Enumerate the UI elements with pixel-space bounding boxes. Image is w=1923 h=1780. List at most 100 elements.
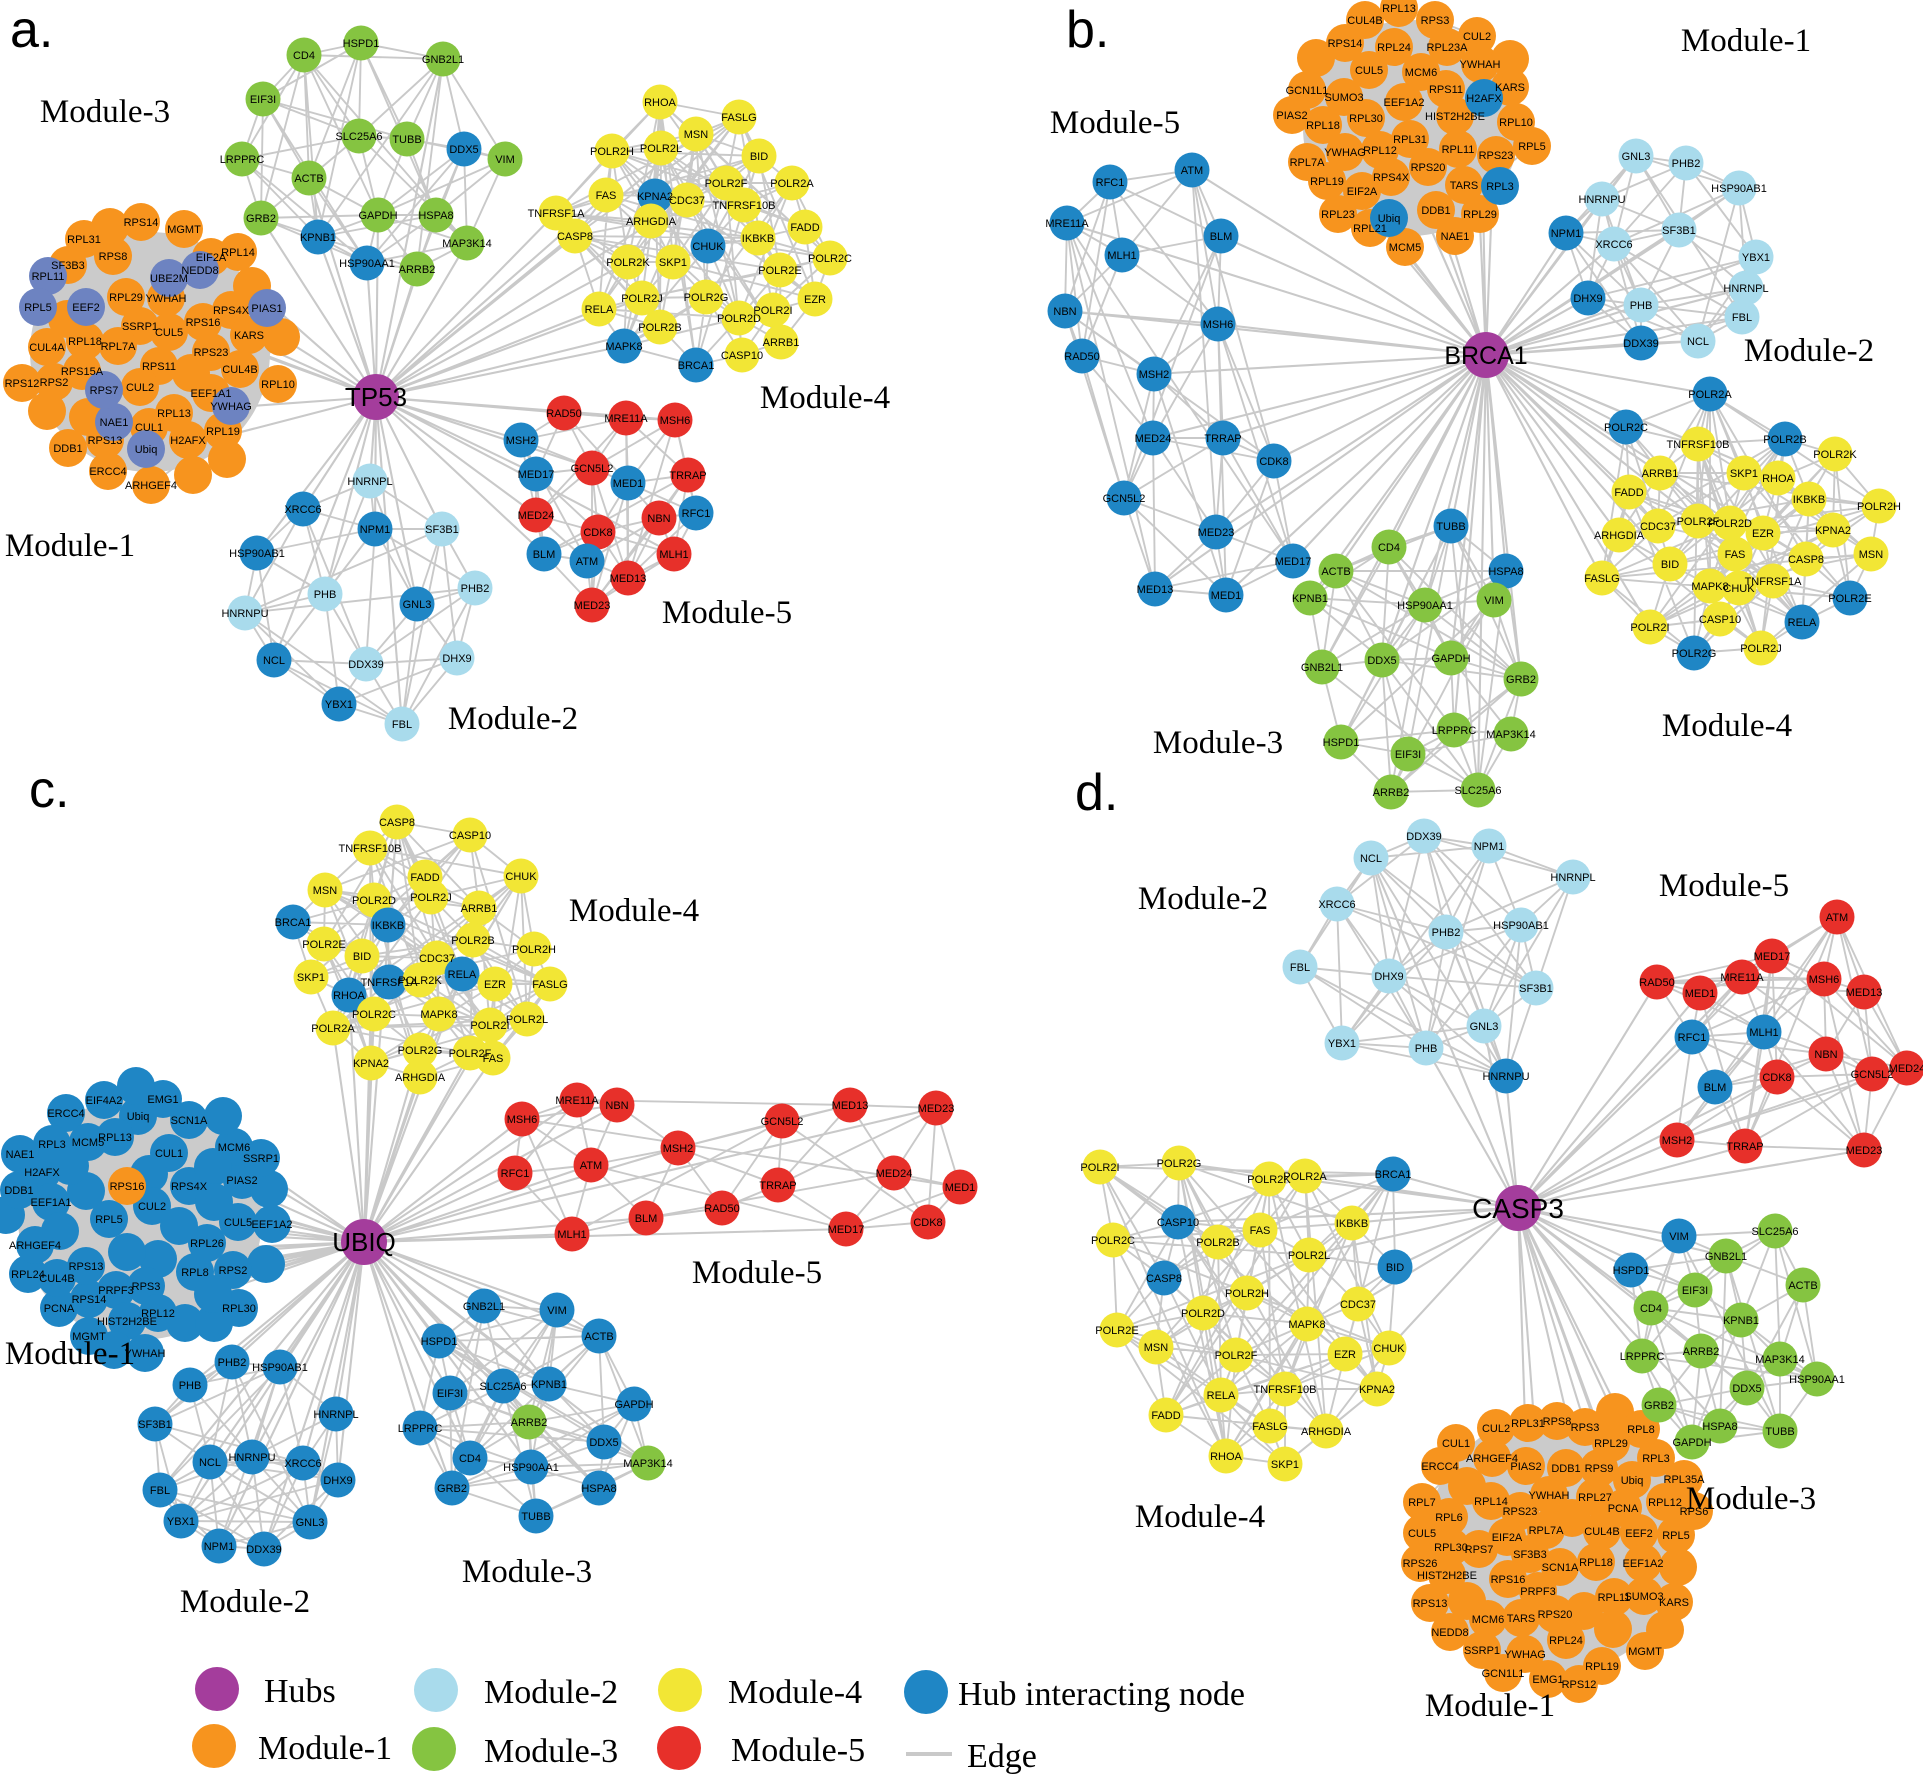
- svg-text:Module-4: Module-4: [728, 1674, 862, 1711]
- svg-text:GCN5L2: GCN5L2: [1851, 1069, 1894, 1081]
- svg-text:RPL3: RPL3: [38, 1139, 66, 1151]
- svg-text:RPS11: RPS11: [142, 361, 176, 373]
- svg-text:PIAS1: PIAS1: [251, 303, 282, 315]
- svg-text:SF3B1: SF3B1: [1519, 983, 1553, 995]
- svg-text:GCN5L2: GCN5L2: [1103, 493, 1146, 505]
- svg-text:TNFRSF10B: TNFRSF10B: [713, 200, 776, 212]
- svg-text:RPS8: RPS8: [99, 251, 128, 263]
- svg-text:Ubiq: Ubiq: [127, 1111, 150, 1123]
- svg-text:POLR2L: POLR2L: [1288, 1250, 1330, 1262]
- svg-text:RPL5: RPL5: [1518, 141, 1546, 153]
- svg-text:RPS11: RPS11: [1429, 84, 1463, 96]
- svg-text:GCN1L1: GCN1L1: [1482, 1668, 1525, 1680]
- svg-text:GAPDH: GAPDH: [358, 210, 397, 222]
- svg-text:POLR2J: POLR2J: [1740, 643, 1782, 655]
- svg-text:MLH1: MLH1: [557, 1229, 586, 1241]
- svg-text:Module-4: Module-4: [569, 893, 699, 929]
- svg-text:RPS20: RPS20: [1538, 1609, 1573, 1621]
- svg-text:HSPD1: HSPD1: [343, 38, 380, 50]
- svg-text:GAPDH: GAPDH: [614, 1399, 653, 1411]
- svg-text:POLR2G: POLR2G: [684, 292, 729, 304]
- svg-text:EIF3I: EIF3I: [250, 94, 276, 106]
- svg-text:NCL: NCL: [199, 1457, 221, 1469]
- svg-text:TARS: TARS: [1507, 1613, 1536, 1625]
- svg-text:ARHGDIA: ARHGDIA: [1594, 530, 1645, 542]
- svg-text:VIM: VIM: [547, 1305, 567, 1317]
- svg-text:MRE11A: MRE11A: [1045, 218, 1089, 230]
- svg-text:RPL3: RPL3: [1486, 181, 1514, 193]
- svg-text:DDX5: DDX5: [449, 144, 478, 156]
- svg-text:CUL4B: CUL4B: [1347, 15, 1382, 27]
- svg-text:CASP8: CASP8: [1146, 1273, 1182, 1285]
- svg-text:POLR2G: POLR2G: [1672, 648, 1717, 660]
- svg-text:CASP10: CASP10: [449, 830, 491, 842]
- svg-text:POLR2H: POLR2H: [1857, 501, 1901, 513]
- svg-text:SSRP1: SSRP1: [1464, 1645, 1500, 1657]
- svg-text:CDC37: CDC37: [1340, 1299, 1376, 1311]
- svg-text:MSH2: MSH2: [663, 1143, 694, 1155]
- svg-text:CUL1: CUL1: [135, 422, 163, 434]
- svg-text:Module-1: Module-1: [1681, 23, 1811, 59]
- svg-text:RHOA: RHOA: [1762, 473, 1794, 485]
- svg-text:EIF2A: EIF2A: [1347, 186, 1378, 198]
- svg-text:MED1: MED1: [1685, 988, 1716, 1000]
- svg-text:POLR2A: POLR2A: [770, 178, 814, 190]
- svg-text:RPS3: RPS3: [1421, 15, 1450, 27]
- svg-text:MED17: MED17: [1275, 556, 1312, 568]
- svg-text:RPL24: RPL24: [1377, 42, 1411, 54]
- svg-text:EIF4A2: EIF4A2: [86, 1095, 123, 1107]
- svg-text:CDK8: CDK8: [583, 527, 612, 539]
- svg-text:POLR2D: POLR2D: [352, 895, 396, 907]
- svg-text:SKP1: SKP1: [1730, 468, 1758, 480]
- svg-text:MAP3K14: MAP3K14: [1755, 1354, 1805, 1366]
- svg-text:SKP1: SKP1: [659, 257, 687, 269]
- svg-text:CASP8: CASP8: [557, 231, 593, 243]
- svg-text:RPL18: RPL18: [68, 336, 102, 348]
- svg-text:Module-3: Module-3: [484, 1733, 618, 1770]
- svg-text:ERCC4: ERCC4: [1421, 1461, 1458, 1473]
- svg-text:CASP8: CASP8: [379, 817, 415, 829]
- svg-text:PHB: PHB: [314, 589, 337, 601]
- svg-text:RPL30: RPL30: [1434, 1542, 1468, 1554]
- svg-text:PHB2: PHB2: [1432, 927, 1461, 939]
- svg-text:Module-2: Module-2: [484, 1674, 618, 1711]
- svg-text:MRE11A: MRE11A: [604, 413, 648, 425]
- svg-text:SLC25A6: SLC25A6: [479, 1381, 526, 1393]
- svg-text:RHOA: RHOA: [644, 97, 676, 109]
- svg-text:RPS12: RPS12: [5, 378, 40, 390]
- svg-text:RAD50: RAD50: [1639, 977, 1674, 989]
- svg-text:RPS7: RPS7: [1465, 1544, 1494, 1556]
- svg-text:EEF1A2: EEF1A2: [1623, 1558, 1664, 1570]
- svg-text:Module-3: Module-3: [1686, 1481, 1816, 1517]
- svg-text:FASLG: FASLG: [1252, 1421, 1287, 1433]
- svg-text:HSP90AA1: HSP90AA1: [503, 1462, 559, 1474]
- svg-text:BLM: BLM: [1210, 231, 1233, 243]
- svg-text:SKP1: SKP1: [1271, 1459, 1299, 1471]
- svg-text:RPL31: RPL31: [1511, 1418, 1545, 1430]
- svg-text:BLM: BLM: [1704, 1082, 1727, 1094]
- svg-text:PHB2: PHB2: [1672, 158, 1701, 170]
- svg-text:FAS: FAS: [1250, 1225, 1271, 1237]
- svg-text:MED17: MED17: [828, 1224, 865, 1236]
- svg-text:POLR2E: POLR2E: [758, 265, 801, 277]
- svg-text:GCN5L2: GCN5L2: [761, 1116, 804, 1128]
- svg-text:b.: b.: [1066, 1, 1109, 59]
- svg-text:ACTB: ACTB: [584, 1331, 613, 1343]
- svg-text:POLR2A: POLR2A: [1283, 1171, 1327, 1183]
- svg-text:Module-5: Module-5: [1659, 868, 1789, 904]
- svg-text:POLR2D: POLR2D: [717, 313, 761, 325]
- svg-text:H2AFX: H2AFX: [170, 435, 206, 447]
- svg-text:CUL5: CUL5: [155, 327, 183, 339]
- svg-text:RPS2: RPS2: [40, 377, 69, 389]
- svg-text:EZR: EZR: [1334, 1349, 1356, 1361]
- svg-text:CUL1: CUL1: [1442, 1438, 1470, 1450]
- svg-text:NAE1: NAE1: [6, 1149, 35, 1161]
- svg-text:YBX1: YBX1: [1328, 1038, 1356, 1050]
- svg-text:RPS20: RPS20: [1411, 162, 1446, 174]
- svg-text:CUL5: CUL5: [1408, 1528, 1436, 1540]
- svg-text:POLR2C: POLR2C: [1091, 1235, 1135, 1247]
- svg-text:MLH1: MLH1: [1749, 1027, 1778, 1039]
- svg-text:HSPA8: HSPA8: [418, 210, 453, 222]
- svg-text:CUL5: CUL5: [1355, 65, 1383, 77]
- svg-text:MSN: MSN: [1144, 1342, 1169, 1354]
